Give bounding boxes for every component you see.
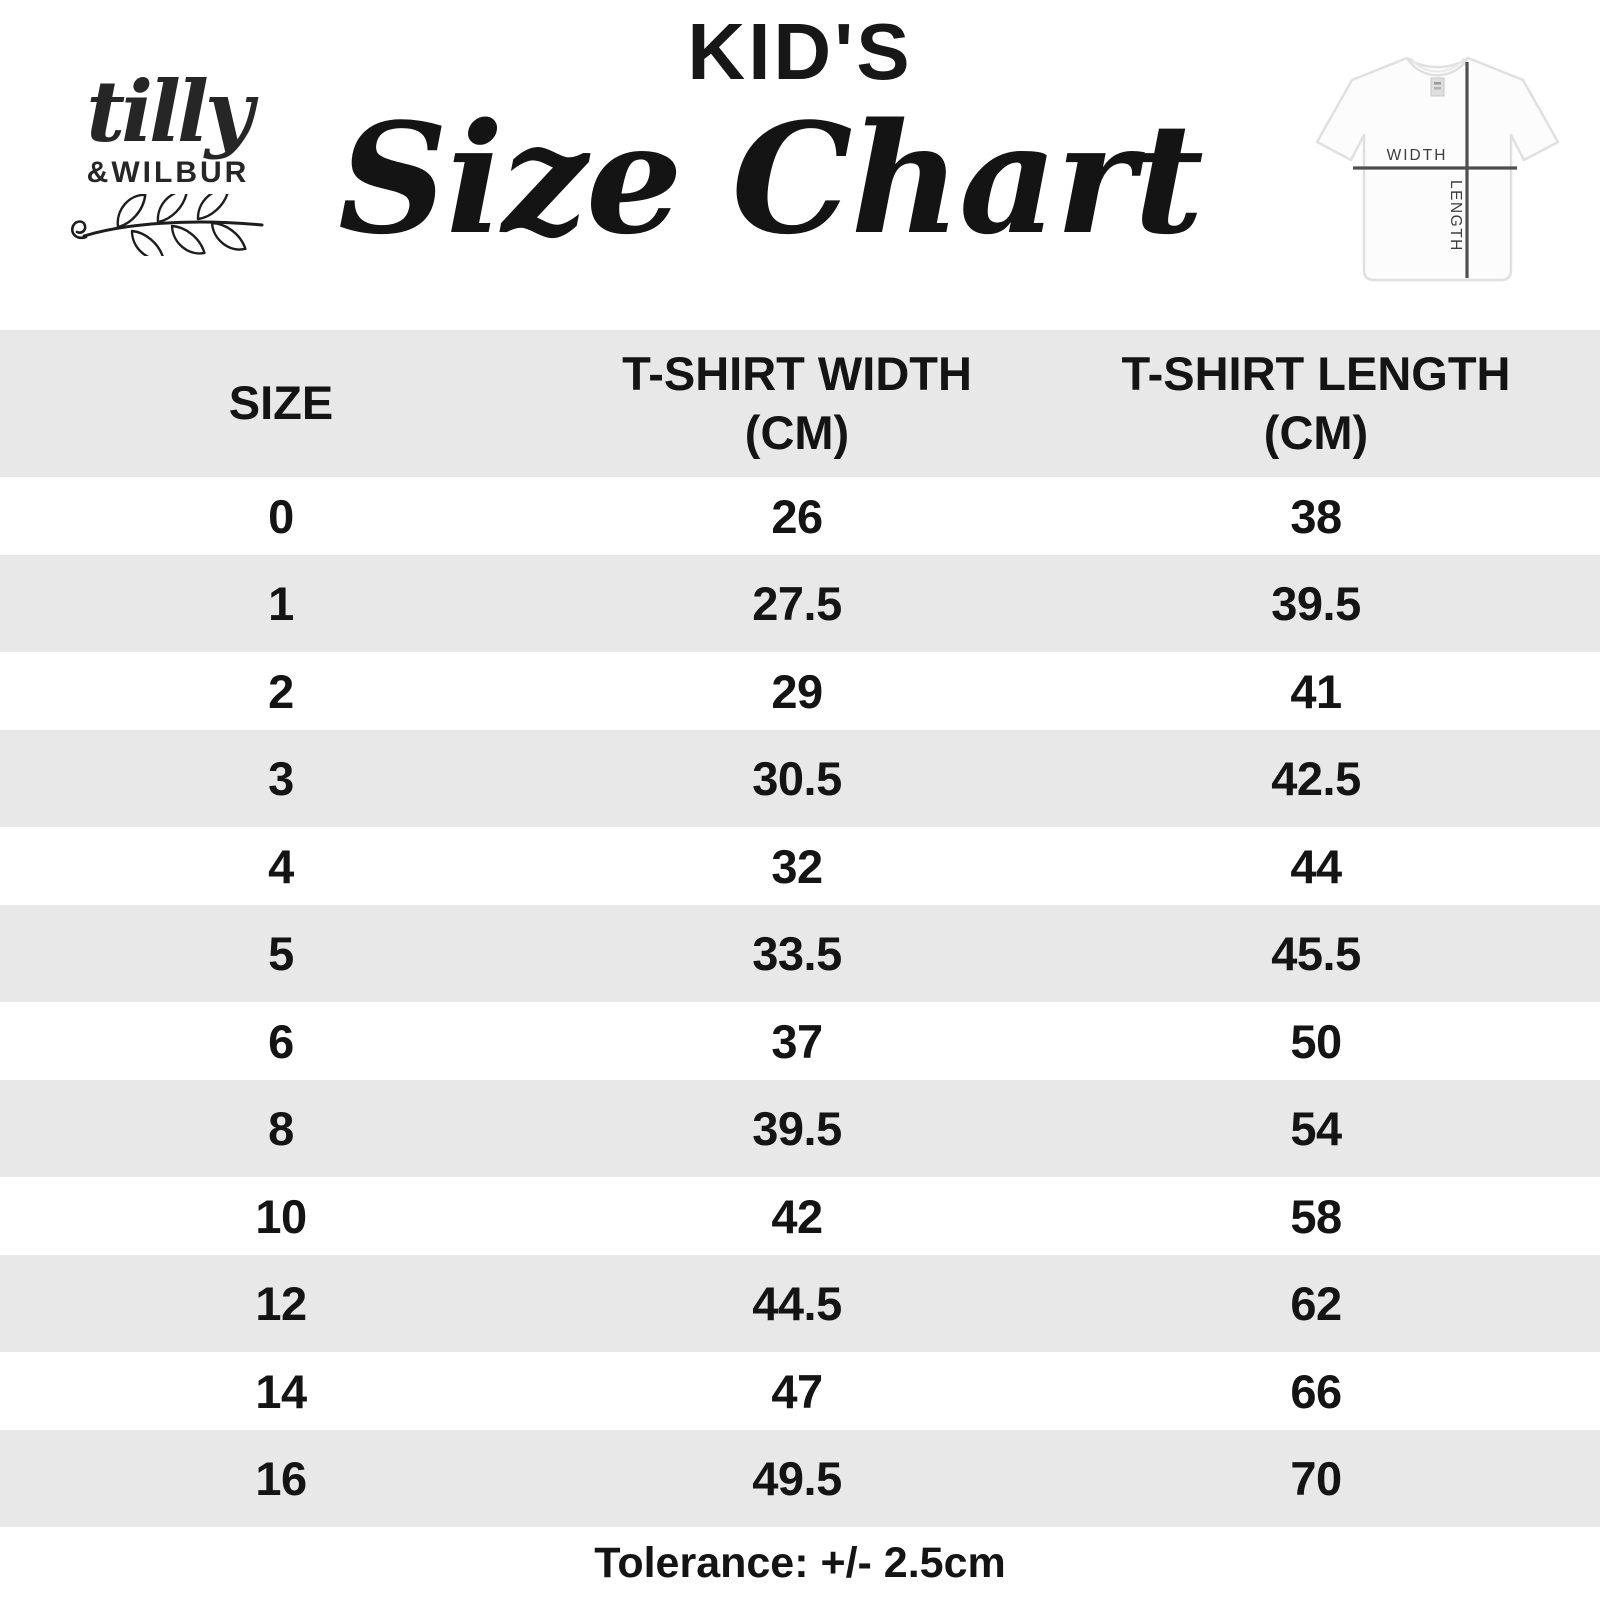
width-value: 30.5 (752, 752, 842, 805)
header-width: T-SHIRT WIDTH (CM) (622, 346, 972, 459)
length-value: 54 (1290, 1102, 1342, 1155)
width-value: 44.5 (752, 1277, 842, 1330)
table-row: 0 26 38 (0, 477, 1600, 555)
table-row: 1 27.5 39.5 (0, 555, 1600, 652)
width-value: 32 (771, 839, 823, 893)
size-table: SIZE T-SHIRT WIDTH (CM) T-SHIRT LENGTH (… (0, 330, 1600, 1527)
length-value: 58 (1290, 1189, 1342, 1243)
table-row: 5 33.5 45.5 (0, 905, 1600, 1002)
brand-logo: tilly &WILBUR (58, 62, 278, 265)
table-header-row: SIZE T-SHIRT WIDTH (CM) T-SHIRT LENGTH (… (0, 330, 1600, 477)
length-value: 50 (1290, 1014, 1342, 1068)
page-title-size-chart: Size Chart (338, 89, 1204, 268)
tshirt-diagram: WIDTH LENGTH (1295, 34, 1580, 294)
size-value: 4 (268, 839, 294, 893)
size-value: 14 (255, 1364, 307, 1418)
length-value: 41 (1290, 664, 1342, 718)
size-value: 0 (268, 489, 294, 543)
table-row: 16 49.5 70 (0, 1430, 1600, 1527)
width-value: 26 (771, 489, 823, 543)
header-length: T-SHIRT LENGTH (CM) (1121, 346, 1511, 459)
table-row: 4 32 44 (0, 827, 1600, 905)
tolerance-note: Tolerance: +/- 2.5cm (594, 1539, 1006, 1587)
page-title-kids: KID'S (687, 7, 913, 96)
length-value: 62 (1290, 1277, 1342, 1330)
table-row: 14 47 66 (0, 1352, 1600, 1430)
length-value: 39.5 (1271, 577, 1361, 630)
size-value: 12 (255, 1277, 307, 1330)
table-row: 12 44.5 62 (0, 1255, 1600, 1352)
size-value: 1 (268, 577, 294, 630)
size-value: 10 (255, 1189, 307, 1243)
length-value: 70 (1290, 1452, 1342, 1505)
size-value: 5 (268, 927, 294, 980)
table-row: 10 42 58 (0, 1177, 1600, 1255)
size-value: 8 (268, 1102, 294, 1155)
table-row: 8 39.5 54 (0, 1080, 1600, 1177)
size-value: 6 (268, 1014, 294, 1068)
laurel-branch-icon (58, 184, 278, 265)
table-row: 2 29 41 (0, 652, 1600, 730)
size-value: 2 (268, 664, 294, 718)
length-label: LENGTH (1447, 180, 1464, 252)
length-value: 38 (1290, 489, 1342, 543)
width-value: 42 (771, 1189, 823, 1243)
width-label: WIDTH (1387, 147, 1448, 164)
length-value: 44 (1290, 839, 1342, 893)
brand-name-caps: &WILBUR (86, 156, 250, 189)
width-value: 39.5 (752, 1102, 842, 1155)
length-value: 42.5 (1271, 752, 1361, 805)
table-row: 6 37 50 (0, 1002, 1600, 1080)
width-value: 49.5 (752, 1452, 842, 1505)
length-value: 45.5 (1271, 927, 1361, 980)
table-row: 3 30.5 42.5 (0, 730, 1600, 827)
length-value: 66 (1290, 1364, 1342, 1418)
neck-tag (1430, 77, 1445, 97)
width-value: 29 (771, 664, 823, 718)
brand-name-script: tilly (86, 62, 253, 161)
size-value: 3 (268, 752, 294, 805)
width-value: 37 (771, 1014, 823, 1068)
width-value: 33.5 (752, 927, 842, 980)
header-size: SIZE (228, 376, 334, 430)
size-value: 16 (255, 1452, 307, 1505)
width-value: 27.5 (752, 577, 842, 630)
width-value: 47 (771, 1364, 823, 1418)
